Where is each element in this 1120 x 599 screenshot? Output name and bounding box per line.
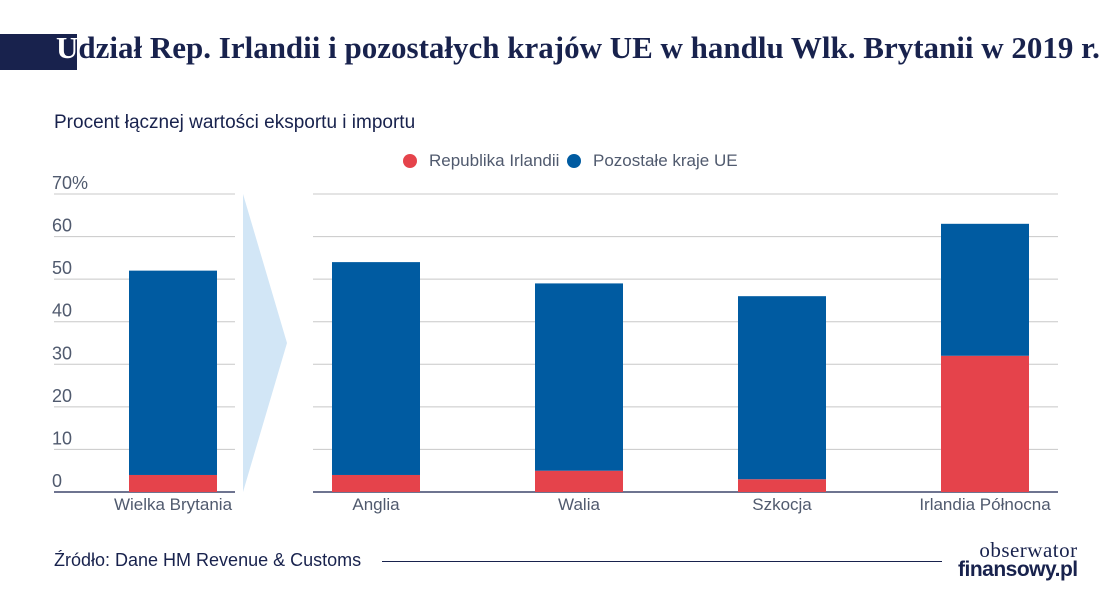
source-note: Źródło: Dane HM Revenue & Customs [54,550,362,570]
category-label: Irlandia Północna [919,495,1051,514]
bar-pozostale-kraje-ue [738,296,826,480]
bar-republika-irlandii [535,470,623,492]
y-tick-label: 60 [52,216,72,236]
logo-line-1: obserwator [979,538,1078,562]
bars [129,223,1029,492]
category-label: Walia [558,495,600,514]
y-tick-label: 50 [52,258,72,278]
category-label: Anglia [352,495,400,514]
category-label: Wielka Brytania [114,495,233,514]
bar-pozostale-kraje-ue [535,283,623,471]
title-text: dział Rep. Irlandii i pozostałych krajów… [78,30,1100,65]
bar-republika-irlandii [941,355,1029,492]
bar-pozostale-kraje-ue [941,223,1029,356]
legend-label: Pozostałe kraje UE [593,151,738,170]
category-label: Szkocja [752,495,812,514]
y-tick-label: 30 [52,343,72,363]
title-first-letter: U [56,30,79,65]
chart-subtitle: Procent łącznej wartości eksportu i impo… [54,112,416,133]
bar-pozostale-kraje-ue [332,262,420,475]
bar-republika-irlandii [129,474,217,492]
y-tick-label: 20 [52,386,72,406]
y-tick-label: 0 [52,471,62,491]
source-divider [382,561,942,562]
bar-republika-irlandii [332,474,420,492]
legend-marker [567,154,581,168]
publisher-logo: obserwator finansowy.pl [958,538,1078,581]
x-axis-labels: Wielka Brytania Anglia Walia Szkocja Irlandi… [114,495,1051,514]
y-axis-ticks: 0 10 20 30 40 50 60 70% [52,173,88,491]
bar-republika-irlandii [738,479,826,492]
legend-label: Republika Irlandii [429,151,559,170]
logo-line-2: finansowy.pl [958,558,1078,581]
bar-pozostale-kraje-ue [129,270,217,475]
title-accent-bar [0,34,77,70]
y-tick-label: 70% [52,173,88,193]
legend: Republika Irlandii Pozostałe kraje UE [403,151,738,170]
y-tick-label: 40 [52,301,72,321]
expansion-arrow [243,194,287,492]
chart-title: Udział Rep. Irlandii i pozostałych krajó… [56,30,1100,66]
legend-marker [403,154,417,168]
y-tick-label: 10 [52,428,72,448]
